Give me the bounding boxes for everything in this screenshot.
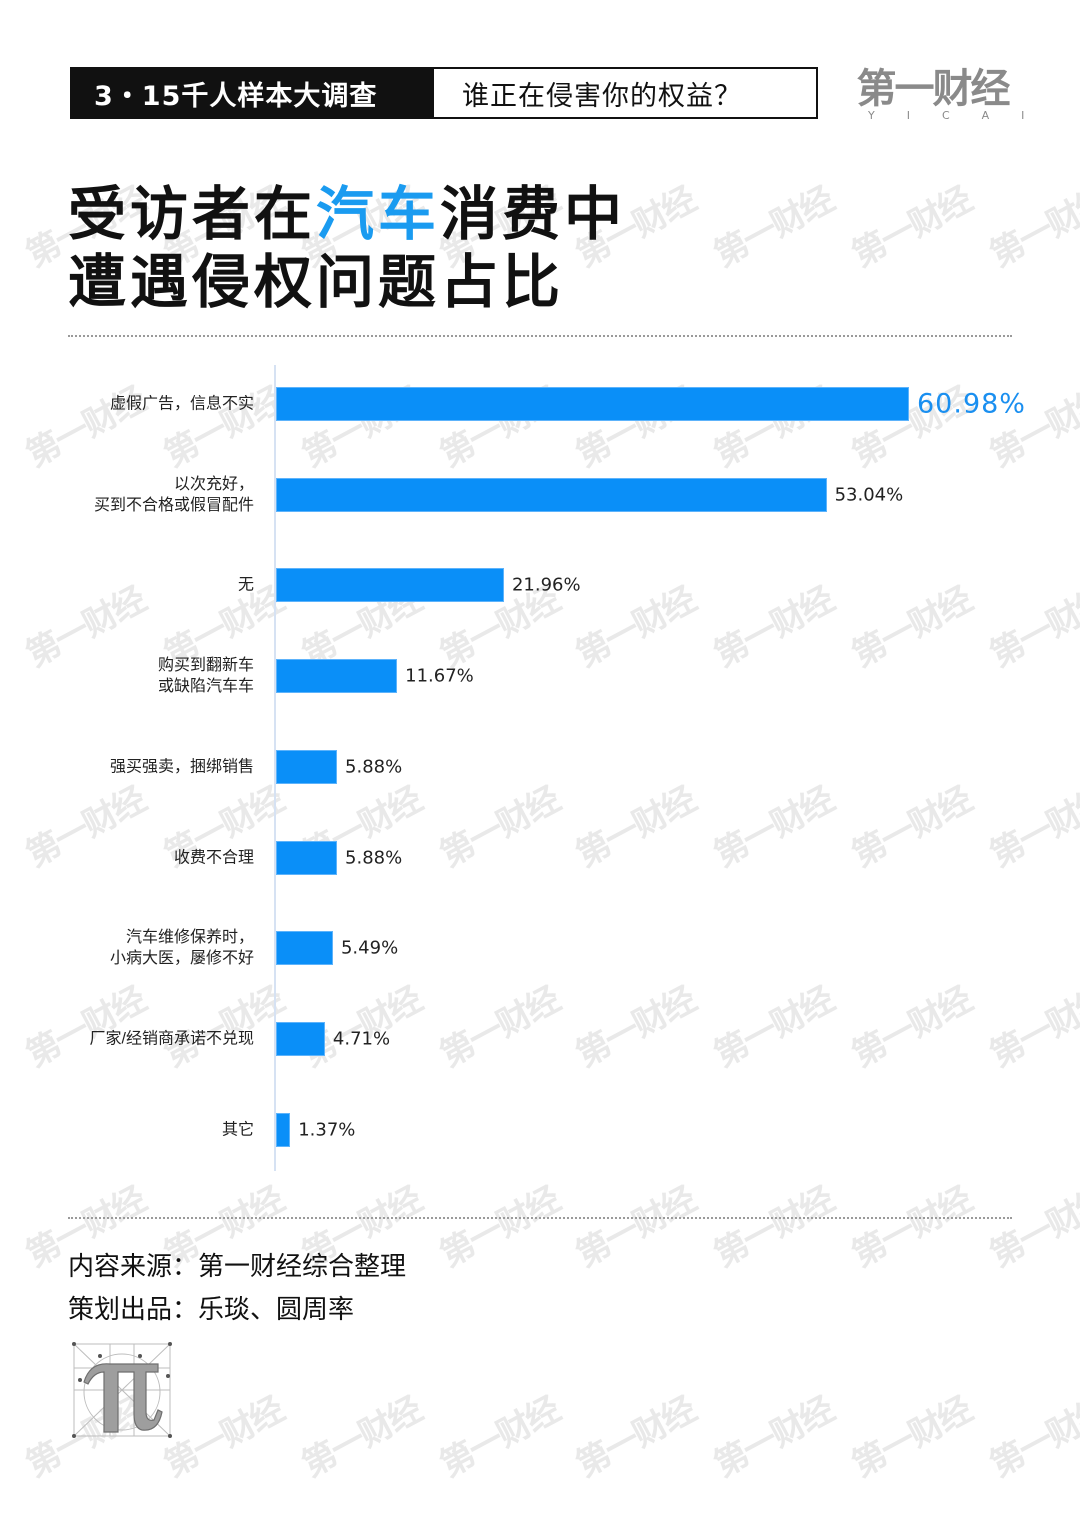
- credit-line: 策划出品：乐琰、圆周率: [68, 1289, 406, 1332]
- bar: [276, 659, 398, 694]
- footer: 内容来源：第一财经综合整理 策划出品：乐琰、圆周率: [68, 1246, 406, 1332]
- watermark-text: 第一财经: [433, 1389, 566, 1486]
- category-label: 厂家/经销商承诺不兑现: [89, 1030, 254, 1048]
- title-text: 受访者在: [68, 180, 317, 248]
- category-label: 汽车维修保养时， 小病大医，屡修不好: [109, 929, 254, 968]
- bar: [276, 477, 827, 512]
- value-label: 4.71%: [332, 1028, 391, 1050]
- chart-row: 其它 1.37%: [0, 1112, 1080, 1147]
- pi-logo-icon: [70, 1340, 175, 1440]
- source-line: 内容来源：第一财经综合整理: [68, 1246, 406, 1289]
- title-line-1: 受访者在汽车消费中: [68, 180, 626, 248]
- title-highlight: 汽车: [316, 180, 441, 248]
- watermark-text: 第一财经: [707, 1389, 840, 1486]
- bar-chart: 虚假广告，信息不实 60.98% 以次充好， 买到不合格或假冒配件 53.04% 无 21…: [0, 365, 1080, 1171]
- chart-row: 无 21.96%: [0, 568, 1080, 603]
- chart-row: 厂家/经销商承诺不兑现 4.71%: [0, 1021, 1080, 1056]
- source-value: 第一财经综合整理: [198, 1252, 407, 1282]
- credit-label: 策划出品：: [68, 1295, 199, 1325]
- category-label: 收费不合理: [173, 849, 254, 866]
- logo-en-text: YICAI: [868, 109, 1057, 122]
- value-label: 5.49%: [340, 937, 399, 959]
- value-label: 53.04%: [834, 484, 904, 506]
- value-label: 1.37%: [298, 1119, 356, 1141]
- series-subtitle: 谁正在侵害你的权益？: [434, 69, 816, 117]
- category-label: 虚假广告，信息不实: [109, 395, 254, 413]
- bar: [276, 1021, 325, 1056]
- chart-row: 购买到翻新车 或缺陷汽车车 11.67%: [0, 657, 1080, 695]
- value-label: 60.98%: [917, 388, 1026, 420]
- watermark-text: 第一财经: [983, 1389, 1080, 1486]
- credit-value: 乐琰、圆周率: [198, 1295, 355, 1325]
- value-label: 11.67%: [405, 665, 474, 687]
- series-tag: 3・15千人样本大调查: [72, 69, 434, 117]
- logo-cn-text: 第一财经: [856, 66, 1011, 112]
- y-axis-line: [274, 365, 276, 1171]
- chart-title: 受访者在汽车消费中 遭遇侵权问题占比: [68, 180, 626, 316]
- watermark-text: 第一财经: [295, 1389, 428, 1486]
- header-bar: 3・15千人样本大调查 谁正在侵害你的权益？: [70, 67, 818, 119]
- category-label: 强买强卖，捆绑销售: [109, 758, 254, 776]
- watermark-text: 第一财经: [845, 1389, 978, 1486]
- bar: [276, 840, 338, 875]
- bar: [276, 568, 504, 603]
- divider-top: [68, 335, 1012, 337]
- value-label: 21.96%: [511, 574, 581, 596]
- source-label: 内容来源：: [68, 1252, 199, 1282]
- value-label: 5.88%: [345, 756, 403, 778]
- value-label: 5.88%: [345, 847, 403, 868]
- title-line-2: 遭遇侵权问题占比: [68, 248, 565, 316]
- chart-row: 虚假广告，信息不实 60.98%: [0, 387, 1080, 421]
- category-label: 其它: [221, 1121, 254, 1139]
- watermark-text: 第一财经: [569, 1389, 702, 1486]
- category-label: 无: [237, 576, 254, 594]
- chart-row: 以次充好， 买到不合格或假冒配件 53.04%: [0, 476, 1080, 514]
- chart-row: 强买强卖，捆绑销售 5.88%: [0, 749, 1080, 784]
- title-text: 消费中: [440, 180, 627, 248]
- bar: [276, 931, 333, 966]
- category-label: 以次充好， 买到不合格或假冒配件: [93, 475, 254, 514]
- bar: [276, 387, 909, 421]
- category-label: 购买到翻新车 或缺陷汽车车: [157, 657, 254, 696]
- chart-row: 汽车维修保养时， 小病大医，屡修不好 5.49%: [0, 929, 1080, 967]
- divider-bottom: [68, 1217, 1012, 1219]
- yicai-logo: 第一财经 YICAI: [850, 66, 1057, 124]
- bar: [276, 749, 338, 784]
- chart-row: 收费不合理 5.88%: [0, 840, 1080, 875]
- bar: [276, 1112, 291, 1147]
